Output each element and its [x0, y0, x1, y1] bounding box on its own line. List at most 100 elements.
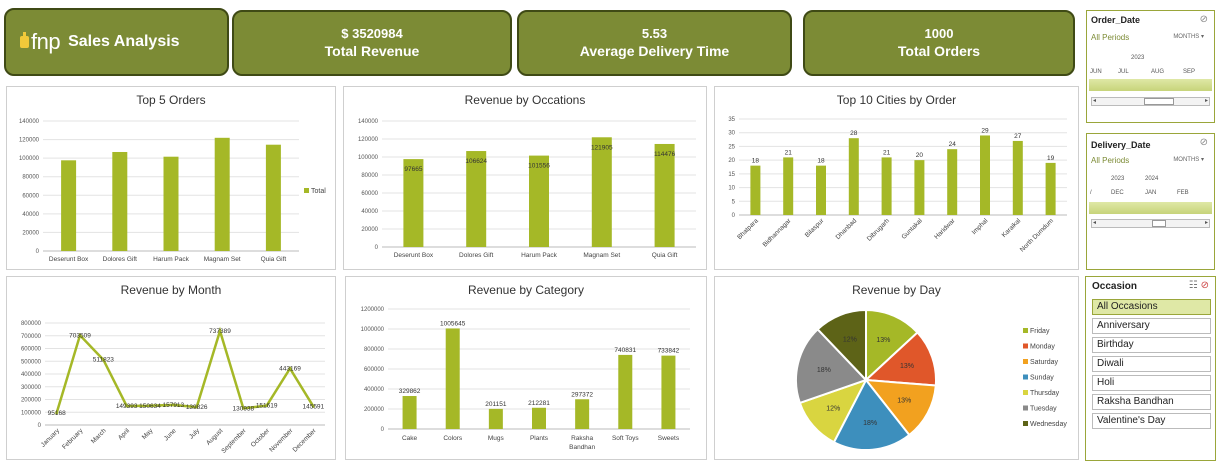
clear-filter-icon[interactable]: ⊘ [1201, 280, 1209, 291]
occasion-slicer[interactable]: Occasion ☷ ⊘ All Occasions Anniversary Bir… [1085, 276, 1216, 461]
timeline-selection-bar[interactable] [1089, 202, 1212, 214]
y-tick-label: 60000 [361, 191, 378, 197]
occasion-item[interactable]: Raksha Bandhan [1092, 394, 1211, 410]
y-tick-label: 40000 [361, 209, 378, 215]
bar [655, 144, 675, 247]
x-tick-label: September [220, 427, 248, 455]
timeline-month[interactable]: FEB [1177, 190, 1189, 196]
timeline-scrollbar[interactable]: ◂ ▸ [1091, 219, 1210, 228]
data-label: 157913 [162, 402, 184, 409]
x-tick-label: Dibrugarh [866, 217, 891, 242]
chart-revenue-by-category: Revenue by Category 0 200000 400000 600000 8… [345, 276, 707, 460]
x-tick-label: July [188, 427, 202, 441]
dashboard-title: Sales Analysis [68, 33, 179, 51]
legend-swatch [1023, 328, 1028, 333]
y-tick-label: 700000 [21, 334, 42, 340]
x-tick-label: April [117, 427, 132, 442]
timeline-level-dropdown[interactable]: MONTHS ▾ [1173, 33, 1204, 40]
x-tick-label: Plants [530, 435, 549, 442]
y-tick-label: 35 [728, 117, 735, 123]
scroll-thumb[interactable] [1144, 98, 1174, 105]
bar [849, 138, 859, 215]
kpi-total-orders: 1000 Total Orders [803, 10, 1075, 76]
occasion-item[interactable]: Diwali [1092, 356, 1211, 372]
delivery-date-slicer[interactable]: Delivery_Date ⊘ All Periods MONTHS ▾ 202… [1086, 133, 1215, 270]
scroll-right-icon[interactable]: ▸ [1205, 220, 1208, 227]
occasion-item[interactable]: Anniversary [1092, 318, 1211, 334]
bar [592, 137, 612, 247]
x-tick-label: Guntakal [900, 217, 924, 241]
scroll-right-icon[interactable]: ▸ [1205, 98, 1208, 105]
legend-swatch [1023, 390, 1028, 395]
order-date-slicer[interactable]: Order_Date ⊘ All Periods MONTHS ▾ 2023 J… [1086, 10, 1215, 123]
y-tick-label: 300000 [21, 385, 42, 391]
timeline-selection-bar[interactable] [1089, 79, 1212, 91]
timeline-month[interactable]: SEP [1183, 69, 1195, 75]
timeline-level-label: MONTHS [1173, 34, 1199, 40]
x-tick-label: Magnam Set [583, 252, 620, 259]
y-tick-label: 140000 [19, 119, 40, 125]
scroll-left-icon[interactable]: ◂ [1093, 98, 1096, 105]
timeline-month[interactable]: AUG [1151, 69, 1164, 75]
scroll-thumb[interactable] [1152, 220, 1166, 227]
data-label: 18% [863, 420, 877, 427]
timeline-scrollbar[interactable]: ◂ ▸ [1091, 97, 1210, 106]
clear-filter-icon[interactable]: ⊘ [1200, 137, 1208, 148]
y-tick-label: 80000 [361, 173, 378, 179]
legend-swatch [1023, 375, 1028, 380]
chart-revenue-by-month: Revenue by Month 0 100000 200000 300000 4000… [6, 276, 336, 460]
brand-banner: fnp Sales Analysis [4, 8, 229, 76]
occasion-item[interactable]: Valentine's Day [1092, 413, 1211, 429]
timeline-month[interactable]: / [1090, 190, 1092, 196]
data-label: 740831 [614, 347, 636, 354]
occasion-item[interactable]: All Occasions [1092, 299, 1211, 315]
bar [466, 151, 486, 247]
data-label: 28 [850, 130, 858, 137]
timeline-month[interactable]: DEC [1111, 190, 1124, 196]
x-tick-label: August [205, 427, 224, 446]
kpi-value: $ 3520984 [341, 26, 402, 42]
legend-label: Thursday [1030, 390, 1060, 397]
kpi-total-revenue: $ 3520984 Total Revenue [232, 10, 512, 76]
multi-select-icon[interactable]: ☷ [1189, 280, 1198, 291]
x-tick-label: Dhanbad [835, 217, 859, 241]
data-label: 18% [817, 367, 831, 374]
x-tick-label: North Dumdum [1019, 217, 1055, 253]
legend-swatch [1023, 344, 1028, 349]
x-tick-label: Deserunt Box [49, 256, 89, 263]
scroll-left-icon[interactable]: ◂ [1093, 220, 1096, 227]
x-tick-label: Bhatpara [736, 217, 760, 241]
data-label: 21 [785, 149, 793, 156]
timeline-month[interactable]: JUN [1090, 69, 1102, 75]
chart-canvas: 13%13%13%18%12%18%12%FridayMondaySaturda… [715, 277, 1080, 461]
bar [489, 409, 503, 429]
all-periods-label: All Periods [1091, 33, 1129, 42]
data-label: 150634 [139, 403, 161, 410]
chart-revenue-by-day: Revenue by Day 13% 13% 13% 18% 12% 18% 12% Frid… [714, 276, 1079, 460]
kpi-value: 5.53 [642, 26, 667, 42]
x-tick-label: Raksha [571, 435, 593, 442]
data-label: 443169 [279, 365, 301, 372]
timeline-month[interactable]: JUL [1118, 69, 1129, 75]
bar [446, 328, 460, 429]
timeline-level-label: MONTHS [1173, 157, 1199, 163]
y-tick-label: 400000 [364, 387, 385, 393]
y-tick-label: 200000 [364, 407, 385, 413]
data-label: 149393 [116, 403, 138, 410]
data-label: 97665 [404, 166, 422, 173]
y-tick-label: 600000 [21, 347, 42, 353]
x-tick-label: Karaikal [1001, 217, 1023, 239]
y-tick-label: 10 [728, 186, 735, 192]
y-tick-label: 20 [728, 158, 735, 164]
bar [575, 399, 589, 429]
x-tick-label: June [163, 427, 178, 442]
occasion-item[interactable]: Birthday [1092, 337, 1211, 353]
occasion-item[interactable]: Holi [1092, 375, 1211, 391]
clear-filter-icon[interactable]: ⊘ [1200, 14, 1208, 25]
timeline-month[interactable]: JAN [1145, 190, 1156, 196]
bar [618, 355, 632, 429]
timeline-level-dropdown[interactable]: MONTHS ▾ [1173, 156, 1204, 163]
y-tick-label: 60000 [22, 193, 39, 199]
timeline-year: 2023 [1131, 55, 1144, 61]
